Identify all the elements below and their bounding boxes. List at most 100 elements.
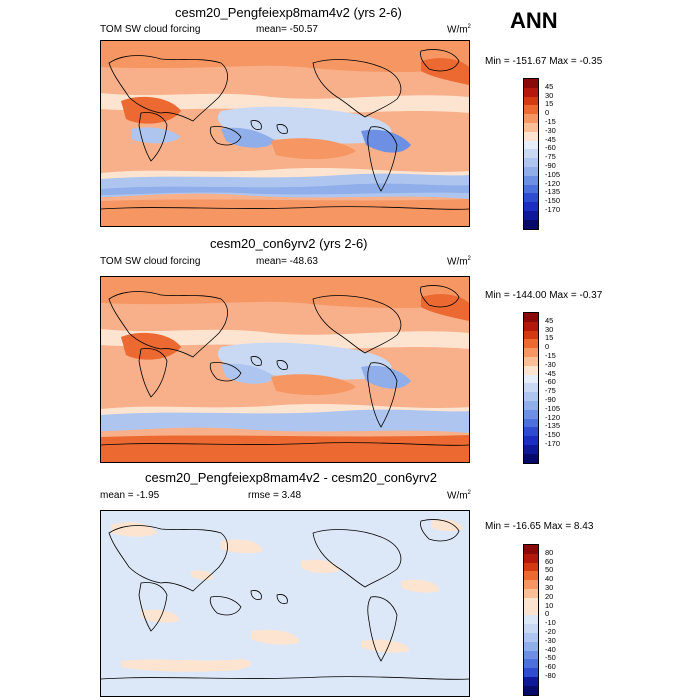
colorbar-swatch [524,321,538,331]
colorbar-swatch [524,105,538,115]
colorbar-swatch [524,131,538,141]
colorbar-tick-label: -30 [545,359,556,369]
colorbar-tick-label: 10 [545,600,554,610]
colorbar-swatch [524,427,538,437]
panel1-units: W/m2 [447,24,471,36]
colorbar-swatch [524,114,538,123]
colorbar-tick-label: 80 [545,547,554,557]
colorbar-tick-label: 15 [545,333,554,343]
colorbar-tick-label: -20 [545,627,556,636]
panel1-minmax: Min = -151.67 Max = -0.35 [485,56,603,67]
colorbar-tick-label: -150 [545,430,561,440]
colorbar-swatch [524,374,538,384]
colorbar-swatch [524,641,538,651]
colorbar-swatch [524,202,538,211]
colorbar-swatch [524,436,538,445]
colorbar-swatch [524,553,538,563]
colorbar-tick-label: -50 [545,653,556,663]
colorbar-swatch [524,444,538,454]
colorbar-tick-label: -15 [545,117,556,126]
colorbar-swatch [524,348,538,357]
colorbar-swatch [524,545,538,554]
colorbar-swatch [524,166,538,176]
panel1-variable-label: TOM SW cloud forcing [100,24,201,35]
colorbar-swatch [524,210,538,220]
colorbar-tick-label: -135 [545,187,561,197]
colorbar-tick-label: -80 [545,671,556,680]
colorbar-swatch [524,659,538,669]
colorbar-tick-label: -135 [545,421,561,431]
colorbar-tick-label: -40 [545,644,556,654]
panel2-units: W/m2 [447,256,471,268]
colorbar-tick-label: -15 [545,351,556,360]
colorbar-tick-label: -10 [545,618,556,628]
colorbar-tick-label: 15 [545,99,554,109]
colorbar-tick-label: 60 [545,556,554,566]
colorbar-tick-label: 0 [545,342,550,352]
colorbar-tick-label: -120 [545,412,561,422]
colorbar-swatch [524,79,538,88]
colorbar-tick-label: 0 [545,609,550,619]
colorbar-swatch [524,392,538,401]
panel2-title: cesm20_con6yrv2 (yrs 2-6) [210,236,368,251]
colorbar-tick-label: -170 [545,205,561,214]
colorbar-swatch [524,149,538,159]
colorbar-tick-label: -45 [545,368,556,378]
panel3-colorbar: 80 60 50 40 30 20 10 0 -10 -20 -30 -40 -50 -60 -80 [523,544,556,696]
colorbar-swatch [524,580,538,589]
colorbar-swatch [524,562,538,572]
colorbar-tick-label: -105 [545,403,561,413]
colorbar-swatch [524,96,538,106]
colorbar-swatch [524,624,538,633]
colorbar-swatch [524,219,538,229]
colorbar-swatch [524,383,538,393]
colorbar-swatch [524,676,538,686]
panel3-mean: mean = -1.95 [100,490,160,501]
colorbar-tick-label: -75 [545,386,556,396]
colorbar-tick-label: 20 [545,591,554,601]
panel2-minmax: Min = -144.00 Max = -0.37 [485,290,603,301]
colorbar-tick-label: -45 [545,134,556,144]
colorbar-tick-label: -30 [545,125,556,135]
colorbar-tick-label: 30 [545,583,554,592]
colorbar-swatch [524,400,538,410]
colorbar-swatch [524,606,538,616]
panel1-colorbar: 45 30 15 0 -15 -30 -45 -60 -75 -90 -105 -120 -135 -15… [523,78,560,230]
colorbar-swatch [524,632,538,642]
colorbar-swatch [524,650,538,660]
colorbar-tick-label: -75 [545,152,556,162]
colorbar-tick-label: 0 [545,108,550,118]
colorbar-swatch [524,597,538,607]
colorbar-tick-label: -60 [545,662,556,672]
colorbar-swatch [524,668,538,677]
panel3-units: W/m2 [447,490,471,502]
colorbar-tick-label: -90 [545,161,556,170]
colorbar-tick-label: 30 [545,90,554,100]
colorbar-swatch [524,365,538,375]
colorbar-tick-label: 50 [545,565,554,575]
colorbar-swatch [524,122,538,132]
colorbar-swatch [524,685,538,695]
panel3-map [100,510,470,697]
colorbar-swatch [524,615,538,625]
panel2-variable-label: TOM SW cloud forcing [100,256,201,267]
colorbar-tick-label: -120 [545,178,561,188]
colorbar-swatch [524,356,538,366]
colorbar-swatch [524,140,538,150]
colorbar-tick-label: -30 [545,635,556,645]
colorbar-swatch [524,571,538,581]
colorbar-swatch [524,158,538,167]
panel1-map [100,40,470,227]
panel2-map [100,276,470,463]
colorbar-tick-label: 45 [545,315,554,325]
colorbar-swatch [524,588,538,598]
colorbar-tick-label: -60 [545,143,556,153]
colorbar-swatch [524,184,538,194]
colorbar-tick-label: 30 [545,324,554,334]
colorbar-tick-label: -105 [545,169,561,179]
panel1-mean: mean= -50.57 [256,24,318,35]
panel3-minmax: Min = -16.65 Max = 8.43 [485,521,594,532]
panel3-title: cesm20_Pengfeiexp8mam4v2 - cesm20_con6yr… [145,470,437,485]
colorbar-swatch [524,87,538,97]
colorbar-swatch [524,453,538,463]
